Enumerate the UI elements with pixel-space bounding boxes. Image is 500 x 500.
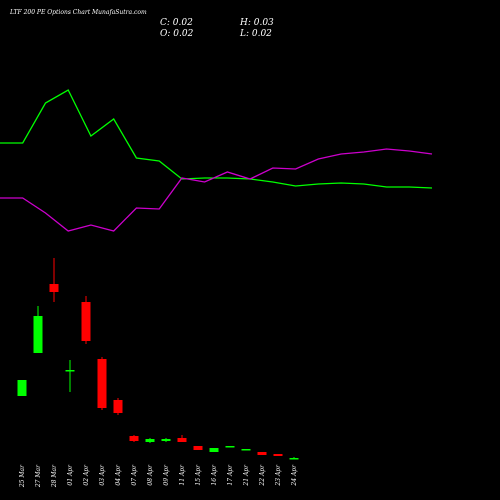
chart-title: LTF 200 PE Options Chart MunafaSutra.com [9,9,147,16]
x-tick-label: 09 Apr [163,464,170,486]
candle-body [289,458,299,460]
candle-body [241,449,251,451]
x-tick-label: 22 Apr [259,464,266,487]
candle-body [273,454,283,456]
candle-body [33,316,43,353]
x-tick-label: 25 Mar [19,464,26,488]
candle-body [177,438,187,442]
candle-body [209,448,219,452]
candle-body [113,400,123,413]
x-tick-label: 27 Mar [35,464,42,488]
indicator-line [0,89,433,189]
x-tick-label: 24 Apr [291,464,298,487]
x-tick-label: 15 Apr [195,464,202,486]
x-tick-label: 11 Apr [179,464,186,486]
x-tick-label: 01 Apr [67,464,74,486]
ohlc-low: L: 0.02 [239,29,272,39]
x-tick-label: 02 Apr [83,464,90,486]
x-tick-label: 04 Apr [115,464,122,486]
candle-body [97,359,107,408]
candle-body [81,302,91,341]
candle-body [193,446,203,450]
candle-body [129,436,139,441]
x-tick-label: 07 Apr [131,464,138,486]
candle-body [17,380,27,396]
x-tick-label: 08 Apr [147,464,154,486]
ohlc-high: H: 0.03 [239,18,274,28]
x-tick-label: 03 Apr [99,464,106,486]
candle-body [49,284,59,292]
candle-body [225,446,235,448]
ohlc-close: C: 0.02 [160,18,193,28]
indicator-line [0,148,433,232]
x-tick-label: 28 Mar [51,464,58,488]
x-tick-label: 21 Apr [243,464,250,487]
candle-body [145,439,155,442]
ohlc-open: O: 0.02 [160,29,194,39]
x-tick-label: 17 Apr [227,464,234,486]
x-tick-label: 23 Apr [275,464,282,487]
candle-body [65,370,75,372]
x-tick-label: 16 Apr [211,464,218,486]
candle-body [257,452,267,455]
candle-body [161,439,171,441]
